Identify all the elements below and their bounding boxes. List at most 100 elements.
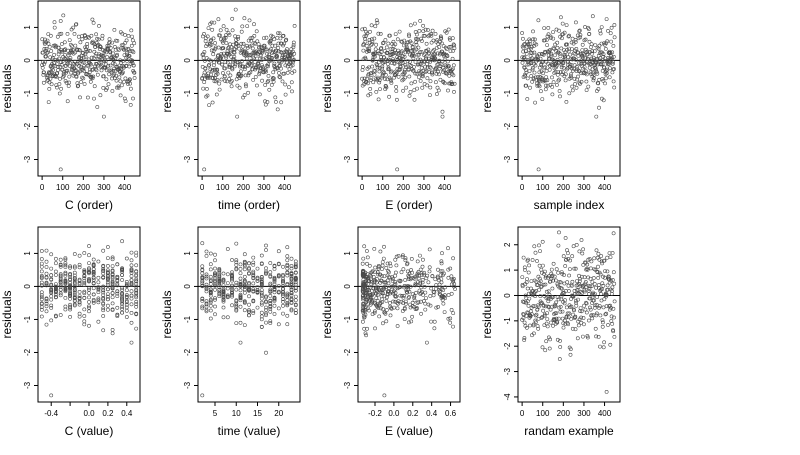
data-point (382, 244, 386, 249)
data-point (221, 299, 226, 304)
data-point (432, 319, 437, 324)
data-point (87, 279, 91, 284)
data-point (99, 68, 104, 73)
data-point (98, 44, 103, 49)
data-point (112, 72, 116, 77)
data-point (68, 291, 73, 296)
data-point (68, 307, 73, 312)
data-point (610, 251, 615, 255)
data-point (374, 18, 379, 23)
data-point (54, 269, 58, 274)
data-point (273, 95, 278, 100)
data-point (446, 88, 450, 93)
data-point (83, 45, 88, 50)
data-point (59, 62, 64, 67)
data-point (534, 42, 539, 47)
data-point (120, 239, 125, 244)
data-point (260, 46, 265, 51)
data-point (259, 310, 264, 315)
data-point (256, 60, 261, 65)
data-point (72, 276, 77, 281)
data-point (58, 19, 63, 23)
data-point (543, 65, 548, 70)
data-point (404, 85, 409, 90)
data-point (603, 269, 607, 274)
data-point (106, 268, 110, 273)
data-point (78, 95, 82, 100)
data-point (410, 314, 415, 319)
data-point (255, 56, 260, 61)
data-point (583, 25, 587, 29)
data-point (372, 309, 377, 314)
data-point (605, 39, 610, 44)
data-point (82, 322, 87, 327)
data-point (124, 305, 129, 310)
y-tick-label: -1 (343, 315, 352, 323)
data-point (212, 60, 217, 65)
data-point (271, 76, 275, 80)
data-point (218, 28, 223, 33)
data-point (291, 45, 296, 50)
data-point (132, 76, 137, 80)
data-point (445, 54, 450, 59)
data-point (557, 77, 562, 82)
data-point (276, 322, 281, 327)
data-point (576, 297, 580, 302)
data-point (235, 83, 240, 88)
data-point (210, 27, 215, 32)
data-point (48, 76, 53, 81)
data-point (242, 93, 247, 98)
data-point (575, 50, 580, 55)
data-point (386, 289, 391, 294)
data-point (545, 78, 550, 83)
data-point (380, 64, 385, 69)
data-point (568, 74, 573, 79)
data-point (572, 266, 577, 271)
data-point (246, 38, 251, 43)
data-point (424, 276, 429, 281)
data-point (366, 276, 371, 281)
data-point (440, 114, 445, 119)
data-point (578, 306, 583, 311)
data-point (398, 65, 403, 69)
data-point (72, 278, 77, 283)
x-tick-label: 0 (520, 409, 525, 418)
data-point (122, 79, 127, 84)
data-point (523, 268, 527, 272)
data-point (548, 36, 553, 40)
data-point (244, 84, 248, 89)
data-point (384, 85, 389, 90)
data-point (545, 317, 550, 322)
data-point (49, 303, 54, 308)
plot-frame (37, 0, 141, 177)
data-point (87, 261, 91, 266)
data-point (66, 84, 71, 88)
data-point (402, 306, 407, 310)
data-point (225, 247, 230, 251)
data-point (435, 38, 440, 43)
data-point (570, 47, 574, 52)
data-point (578, 35, 583, 40)
data-point (293, 259, 298, 264)
data-point (581, 316, 586, 320)
data-point (127, 54, 132, 58)
data-point (124, 282, 129, 287)
data-point (285, 293, 290, 298)
data-point (406, 320, 411, 325)
data-point (576, 68, 581, 73)
data-point (232, 64, 237, 69)
data-point (255, 288, 260, 293)
y-axis-label: residuals (0, 290, 14, 338)
y-tick-label: -1 (23, 89, 32, 97)
data-point (379, 290, 384, 295)
data-point (548, 307, 553, 312)
data-point (106, 256, 110, 261)
data-point (49, 266, 54, 271)
y-tick-label: 1 (23, 251, 32, 256)
y-tick-label: 0 (183, 284, 192, 289)
data-point (271, 70, 276, 75)
data-point (207, 62, 212, 67)
data-point (132, 41, 137, 46)
x-tick-label: 200 (557, 409, 571, 418)
